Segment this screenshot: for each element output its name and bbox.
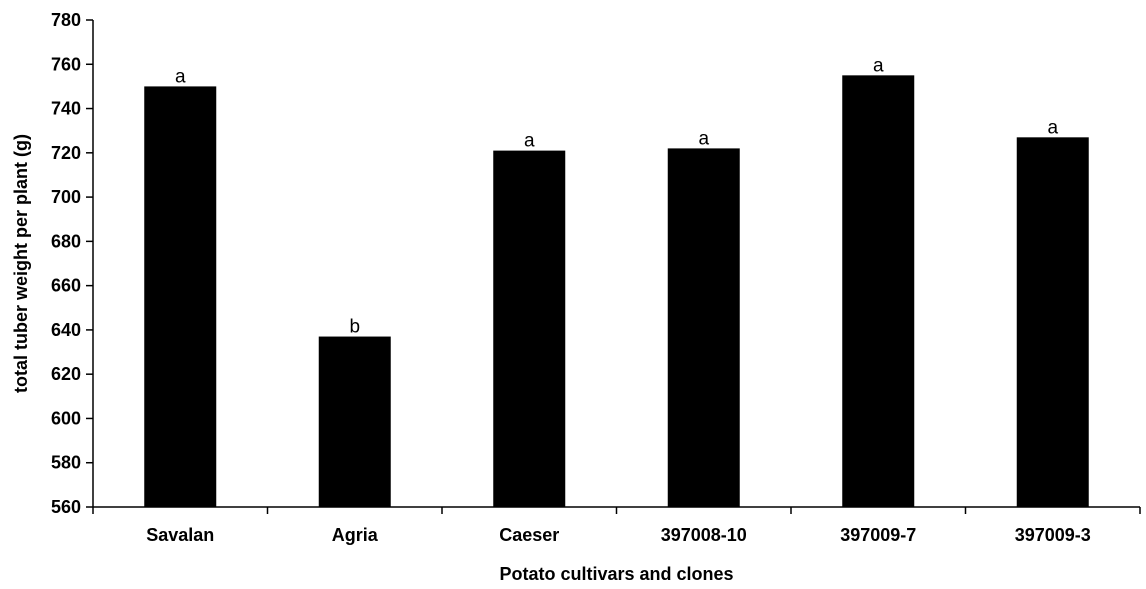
significance-letter: a [524,131,535,152]
bar [318,336,391,507]
significance-letter: a [873,55,884,76]
bar [493,150,566,507]
x-tick-label: Agria [332,525,379,545]
significance-letter: b [349,317,360,338]
y-tick-label: 720 [51,143,81,163]
x-tick-label: Savalan [146,525,214,545]
bars [144,75,1089,507]
y-axis-title: total tuber weight per plant (g) [11,134,31,393]
y-tick-label: 700 [51,187,81,207]
significance-letter: a [1047,117,1058,138]
y-tick-label: 560 [51,497,81,517]
y-tick-label: 660 [51,276,81,296]
y-tick-label: 620 [51,364,81,384]
y-tick-label: 640 [51,320,81,340]
x-tick-label: Caeser [499,525,559,545]
y-tick-label: 680 [51,231,81,251]
y-axis-ticks: 560 580 600 620 640 660 680 700 720 740 760 780 [51,10,93,517]
x-tick-label: 397008-10 [661,525,747,545]
y-tick-label: 780 [51,10,81,30]
x-axis-ticks: Savalan Agria Caeser 397008-10 397009-7 39700… [92,507,1141,545]
x-tick-label: 397009-7 [840,525,916,545]
y-tick-label: 580 [51,453,81,473]
bar [842,75,915,507]
y-tick-label: 760 [51,54,81,74]
x-axis-title: Potato cultivars and clones [499,564,733,584]
x-tick-label: 397009-3 [1015,525,1091,545]
bar [1016,137,1089,507]
significance-letters: a b a a a a [175,55,1059,337]
bar [144,86,217,507]
y-tick-label: 740 [51,99,81,119]
y-tick-label: 600 [51,408,81,428]
significance-letter: a [698,128,709,149]
bar [667,148,740,507]
significance-letter: a [175,66,186,87]
